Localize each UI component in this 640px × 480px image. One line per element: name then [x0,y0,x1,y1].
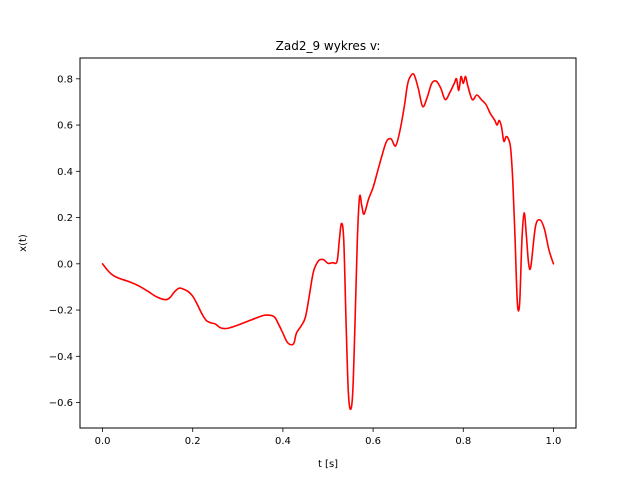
y-tick-label: 0.8 [57,74,73,85]
series-group [101,73,555,411]
y-tick-label: −0.2 [49,306,73,317]
plot-frame [79,57,577,429]
x-tick-label: 0.4 [275,436,291,447]
x-tick-label: 0.0 [95,436,111,447]
y-axis-ticks: −0.6 −0.4 −0.2 0.0 0.2 0.4 0.6 0.8 [49,74,80,409]
x-tick-label: 0.6 [365,436,381,447]
x-tick-label: 1.0 [546,436,562,447]
x-axis-ticks: 0.0 0.2 0.4 0.6 0.8 1.0 [95,428,562,447]
x-axis-label: t [s] [318,459,338,470]
x-tick-label: 0.2 [185,436,201,447]
x-tick-label: 0.8 [455,436,471,447]
y-tick-label: 0.4 [57,167,73,178]
y-tick-label: 0.0 [57,259,73,270]
y-tick-label: 0.2 [57,213,73,224]
y-tick-label: −0.6 [49,398,73,409]
series-line [101,73,555,411]
y-axis-label: x(t) [18,234,29,252]
y-tick-label: −0.4 [49,352,73,363]
chart-title: Zad2_9 wykres v: [276,39,381,53]
y-tick-label: 0.6 [57,121,73,132]
plot-area [80,58,576,428]
